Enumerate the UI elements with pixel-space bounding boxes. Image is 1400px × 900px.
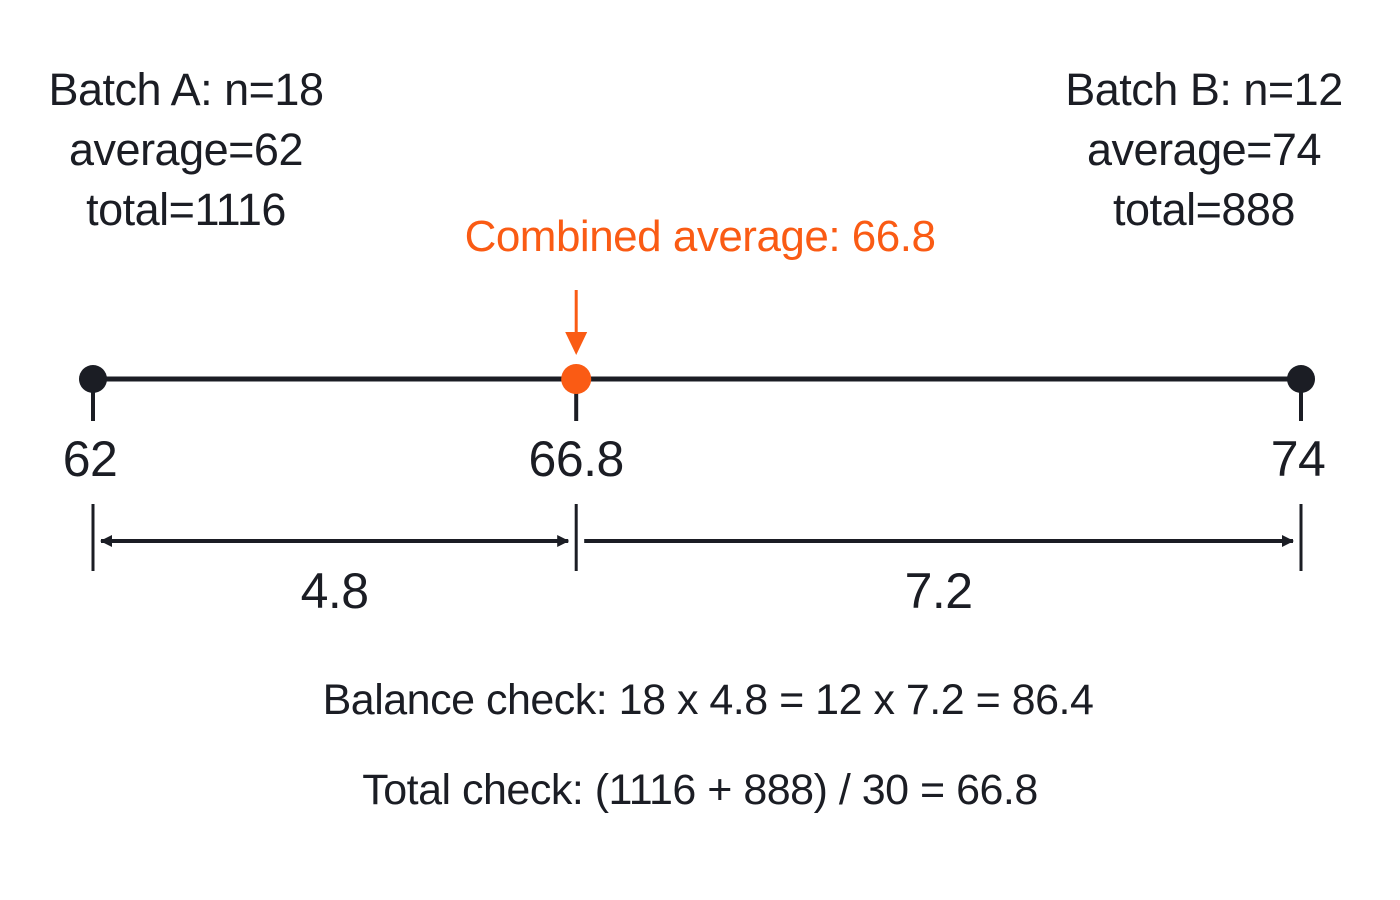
- batch-a-title: Batch A: n=18: [48, 64, 324, 115]
- batch-b-average: average=74: [1087, 124, 1321, 175]
- batch-a-total: total=1116: [86, 184, 286, 235]
- combined-average-point: [561, 364, 592, 394]
- batch-b-info: Batch B: n=12 average=74 total=888: [1054, 60, 1354, 240]
- balance-check: Balance check: 18 x 4.8 = 12 x 7.2 = 86.…: [322, 676, 1094, 724]
- batch-b-title: Batch B: n=12: [1065, 64, 1343, 115]
- endpoint-dot: [79, 365, 107, 393]
- tick-label: 66.8: [528, 431, 625, 487]
- total-check: Total check: (1116 + 888) / 30 = 66.8: [362, 766, 1038, 814]
- batch-a-info: Batch A: n=18 average=62 total=1116: [36, 60, 336, 240]
- batch-b-total: total=888: [1113, 184, 1295, 235]
- combined-pointer-arrowhead: [565, 332, 588, 355]
- tick-label: 62: [62, 431, 118, 487]
- endpoint-dot: [1287, 365, 1315, 393]
- combined-average-label: Combined average: 66.8: [464, 212, 936, 261]
- distance-label: 4.8: [300, 563, 370, 619]
- distance-label: 7.2: [904, 563, 974, 619]
- tick-label: 74: [1270, 431, 1326, 487]
- batch-a-average: average=62: [69, 124, 303, 175]
